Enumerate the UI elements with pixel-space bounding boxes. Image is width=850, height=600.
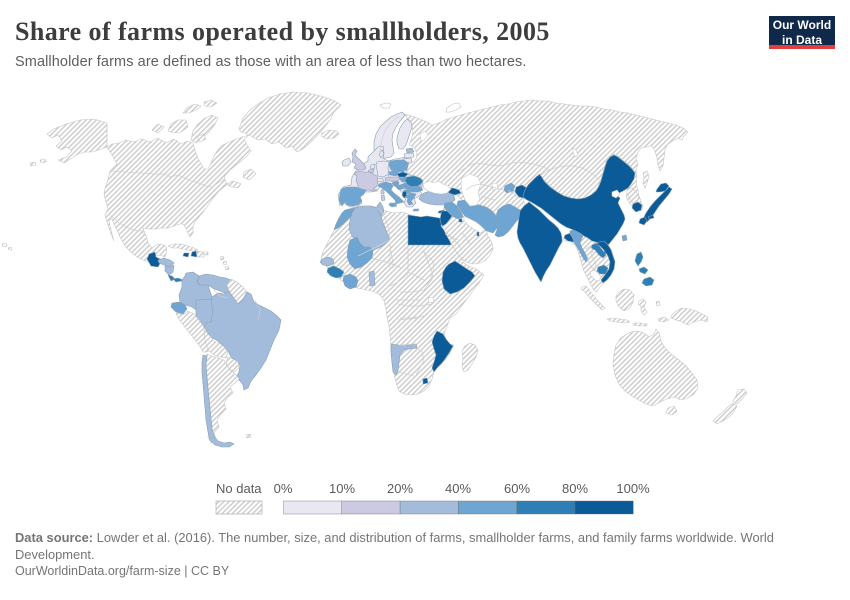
svg-text:40%: 40% [445, 481, 471, 496]
svg-text:10%: 10% [329, 481, 355, 496]
svg-text:80%: 80% [562, 481, 588, 496]
svg-text:100%: 100% [616, 481, 650, 496]
svg-text:0%: 0% [274, 481, 293, 496]
svg-text:20%: 20% [387, 481, 413, 496]
svg-text:60%: 60% [504, 481, 530, 496]
